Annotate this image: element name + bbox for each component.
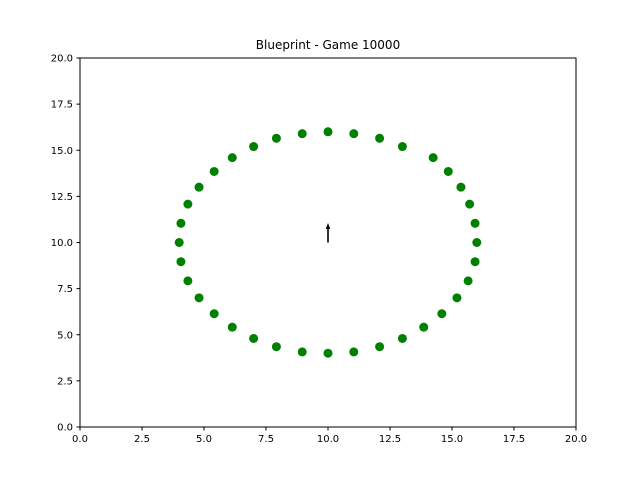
x-tick-label: 5.0 bbox=[196, 434, 212, 445]
x-tick-label: 20.0 bbox=[565, 434, 587, 445]
x-tick-label: 15.0 bbox=[441, 434, 463, 445]
data-point bbox=[323, 348, 333, 358]
data-point bbox=[456, 182, 466, 192]
data-point bbox=[227, 153, 237, 163]
x-tick-label: 7.5 bbox=[258, 434, 274, 445]
data-point bbox=[194, 293, 204, 303]
data-point bbox=[183, 199, 193, 209]
y-tick-label: 7.5 bbox=[57, 284, 73, 295]
data-point bbox=[470, 218, 480, 228]
data-point bbox=[176, 218, 186, 228]
data-point bbox=[397, 142, 407, 152]
data-point bbox=[349, 347, 359, 357]
direction-arrow-head bbox=[325, 223, 331, 230]
data-point bbox=[249, 333, 259, 343]
data-point bbox=[297, 129, 307, 139]
data-point bbox=[271, 133, 281, 143]
y-tick-label: 0.0 bbox=[57, 423, 73, 434]
data-point bbox=[465, 199, 475, 209]
data-point bbox=[183, 276, 193, 286]
y-tick-label: 17.5 bbox=[51, 100, 73, 111]
chart-title: Blueprint - Game 10000 bbox=[256, 38, 400, 52]
x-tick-label: 17.5 bbox=[503, 434, 525, 445]
y-tick-label: 12.5 bbox=[51, 192, 73, 203]
data-point bbox=[428, 153, 438, 163]
data-point bbox=[209, 166, 219, 176]
x-tick-label: 2.5 bbox=[134, 434, 150, 445]
plot-area bbox=[80, 58, 576, 427]
y-tick-label: 15.0 bbox=[51, 146, 73, 157]
x-tick-label: 12.5 bbox=[379, 434, 401, 445]
y-tick-label: 20.0 bbox=[51, 54, 73, 65]
data-point bbox=[323, 127, 333, 137]
data-point bbox=[249, 142, 259, 152]
y-tick-label: 2.5 bbox=[57, 376, 73, 387]
data-point bbox=[470, 257, 480, 267]
x-tick-label: 10.0 bbox=[317, 434, 339, 445]
y-tick-label: 5.0 bbox=[57, 330, 73, 341]
data-point bbox=[297, 347, 307, 357]
data-point bbox=[375, 133, 385, 143]
data-point bbox=[463, 276, 473, 286]
data-point bbox=[437, 309, 447, 319]
data-point bbox=[349, 129, 359, 139]
x-tick-label: 0.0 bbox=[72, 434, 88, 445]
data-point bbox=[472, 238, 482, 247]
data-point bbox=[176, 257, 186, 267]
data-point bbox=[174, 238, 184, 247]
data-point bbox=[443, 166, 453, 176]
data-point bbox=[375, 342, 385, 352]
data-point bbox=[452, 293, 462, 303]
y-tick-label: 10.0 bbox=[51, 238, 73, 249]
data-point bbox=[227, 322, 237, 332]
data-point bbox=[419, 322, 429, 332]
data-point bbox=[194, 182, 204, 192]
axes: 0.0 2.5 5.0 7.5 10.0 12.5 15.0 17.5 20.0 0.0 2.5 5.… bbox=[51, 54, 587, 446]
data-point bbox=[209, 309, 219, 319]
data-point bbox=[271, 342, 281, 352]
data-point bbox=[397, 333, 407, 343]
